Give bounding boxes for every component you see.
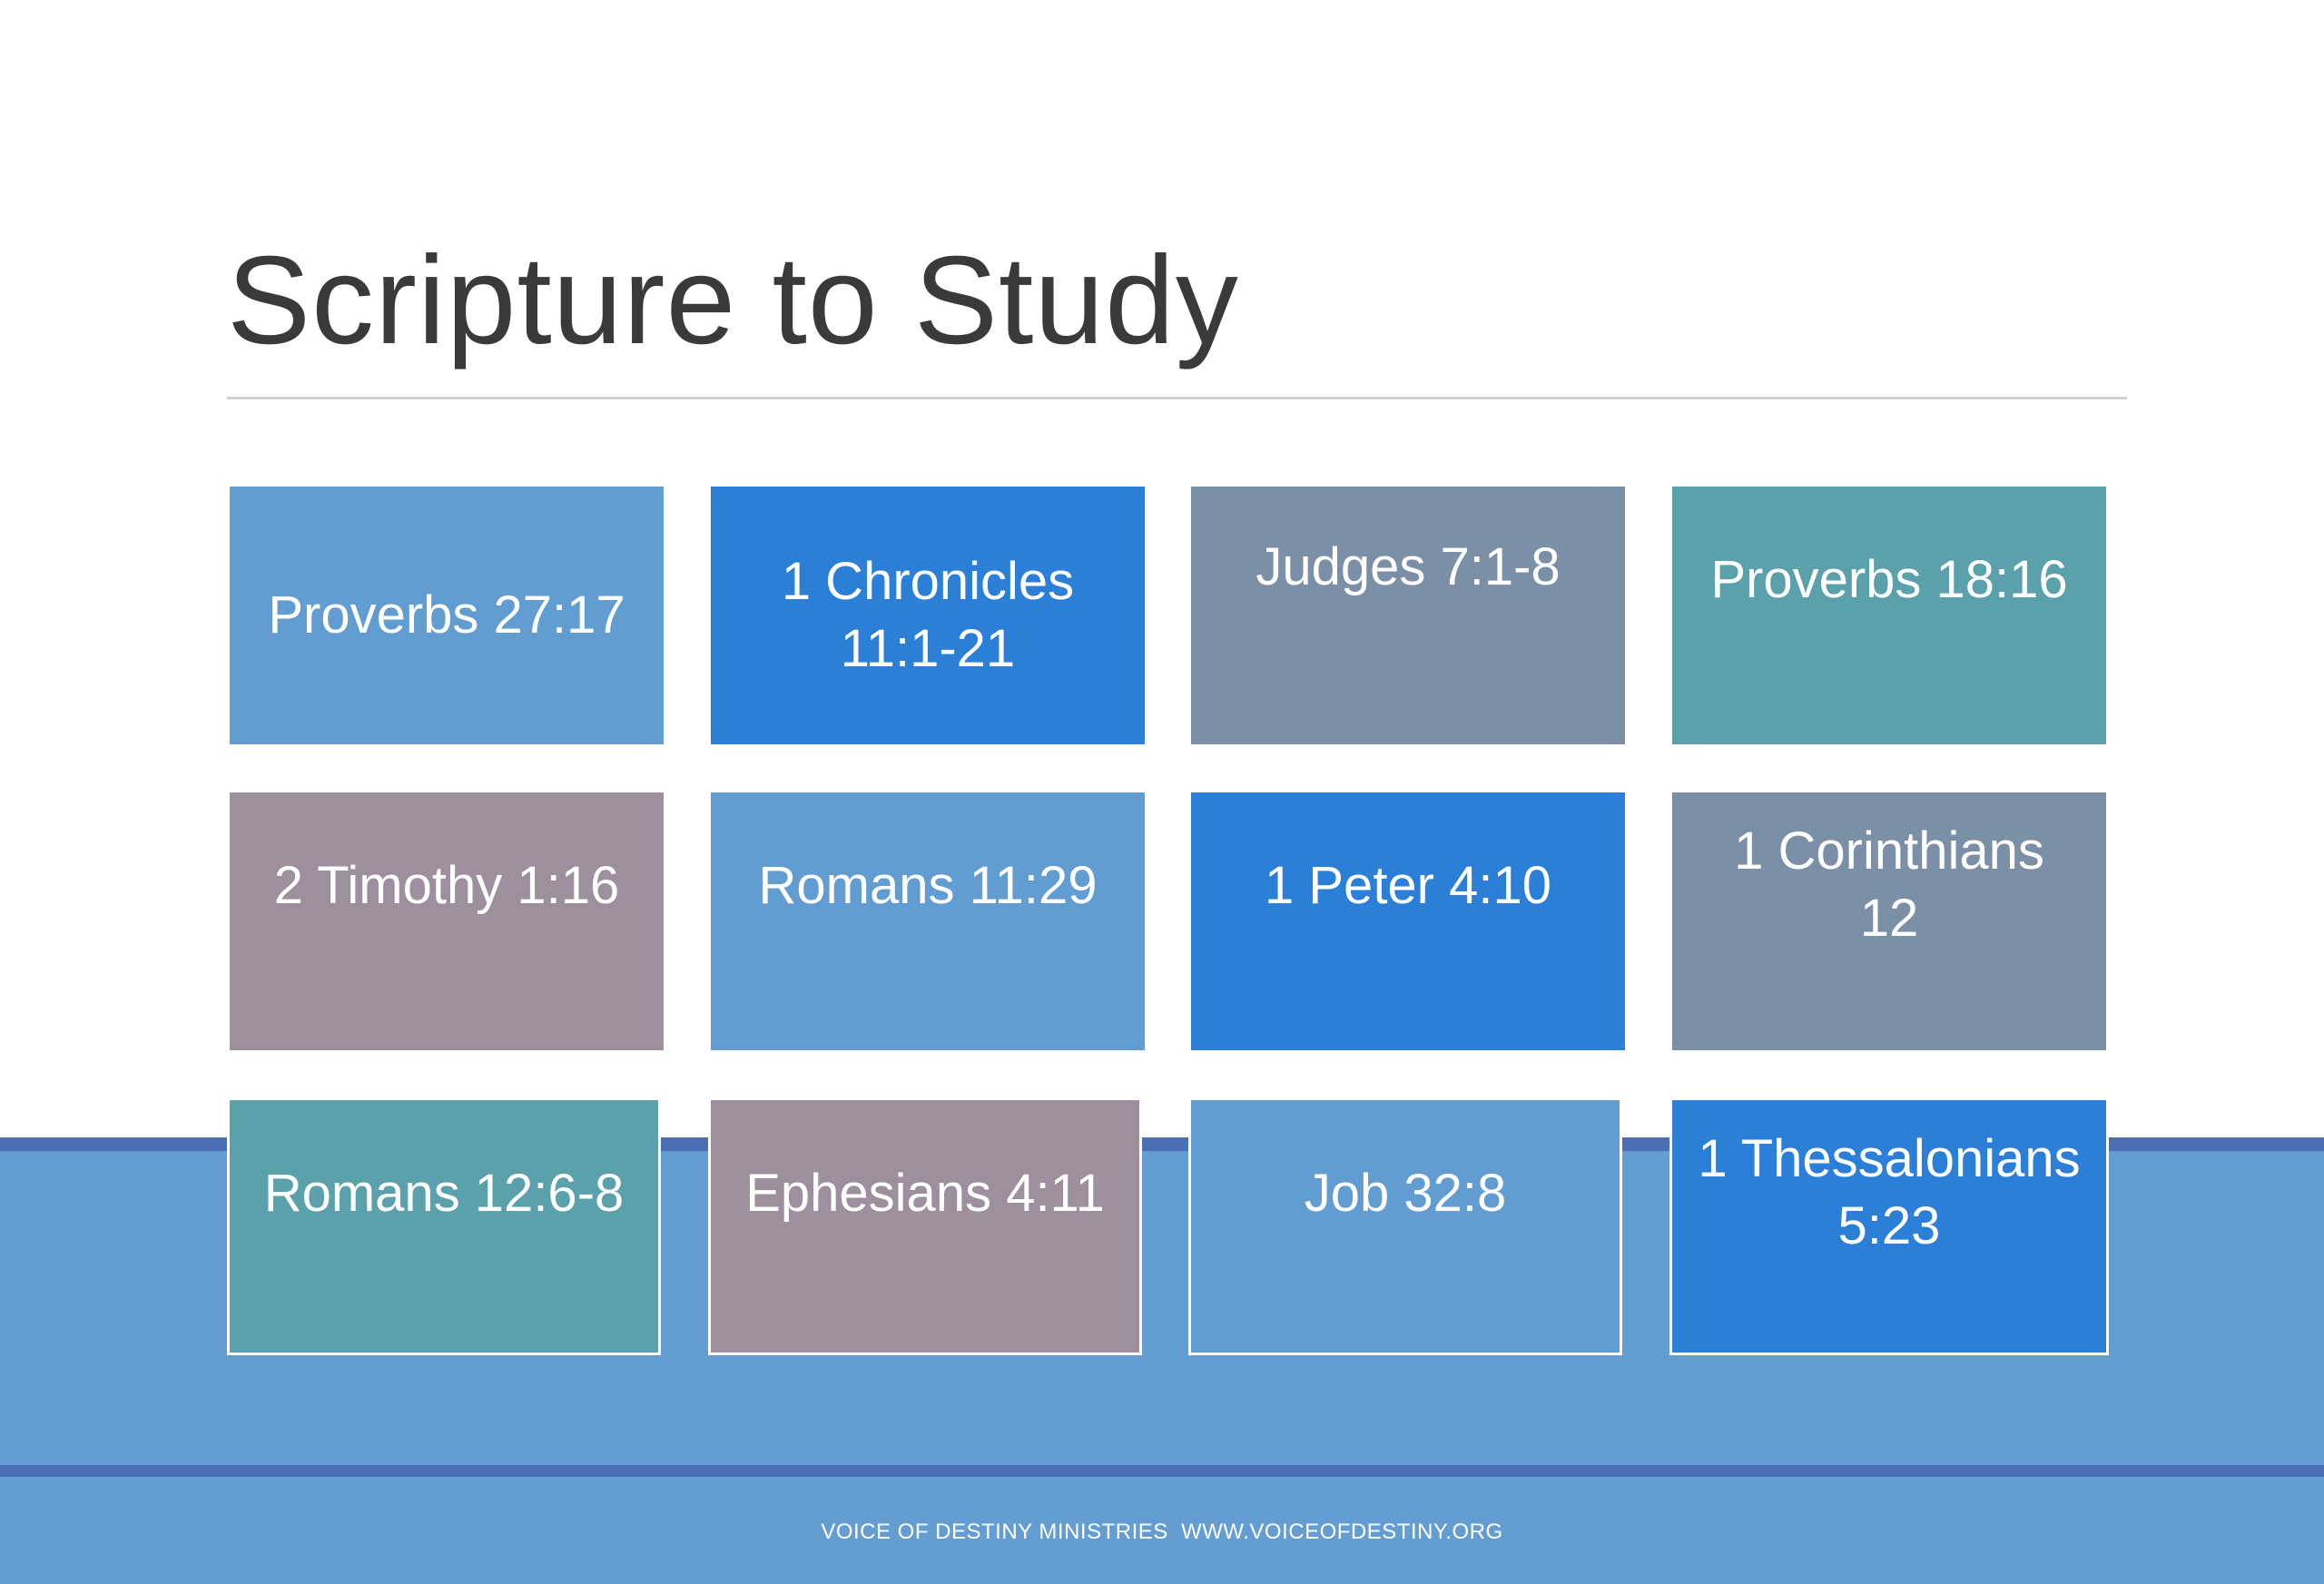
footer-text: VOICE OF DESTINY MINISTRIES WWW.VOICEOFD… [821,1520,1503,1544]
slide-title: Scripture to Study [227,231,1239,370]
tile-label: 1 Peter 4:10 [1265,856,1551,915]
tile-label: Romans 11:29 [758,856,1098,915]
band-bottom-stripe [0,1465,2324,1477]
tile-label: Ephesians 4:11 [745,1164,1105,1223]
tile-proverbs-18-16[interactable]: Proverbs 18:16 [1672,487,2106,744]
tile-judges-7-1-8[interactable]: Judges 7:1-8 [1191,487,1625,744]
tile-1-peter-4-10[interactable]: 1 Peter 4:10 [1191,792,1625,1050]
tile-ephesians-4-11[interactable]: Ephesians 4:11 [708,1097,1142,1355]
tile-label: Judges 7:1-8 [1256,537,1561,596]
title-divider [227,397,2127,399]
tile-label: 1 Corinthians 12 [1734,822,2044,949]
tile-label: Proverbs 27:17 [268,585,625,644]
tile-1-corinthians-12[interactable]: 1 Corinthians 12 [1672,792,2106,1050]
tile-1-chronicles-11-1-21[interactable]: 1 Chronicles 11:1-21 [711,487,1145,744]
tile-romans-11-29[interactable]: Romans 11:29 [711,792,1145,1050]
tile-label: Job 32:8 [1304,1164,1507,1223]
tile-romans-12-6-8[interactable]: Romans 12:6-8 [227,1097,661,1355]
tile-label: Proverbs 18:16 [1710,550,2068,609]
tile-proverbs-27-17[interactable]: Proverbs 27:17 [230,487,664,744]
tile-label: Romans 12:6-8 [263,1164,625,1223]
tile-label: 1 Thessalonians 5:23 [1698,1129,2081,1256]
tile-label: 2 Timothy 1:16 [273,856,620,915]
tile-1-thessalonians-5-23[interactable]: 1 Thessalonians 5:23 [1669,1097,2109,1355]
tile-job-32-8[interactable]: Job 32:8 [1188,1097,1622,1355]
tile-2-timothy-1-16[interactable]: 2 Timothy 1:16 [230,792,664,1050]
tile-label: 1 Chronicles 11:1-21 [781,551,1075,678]
